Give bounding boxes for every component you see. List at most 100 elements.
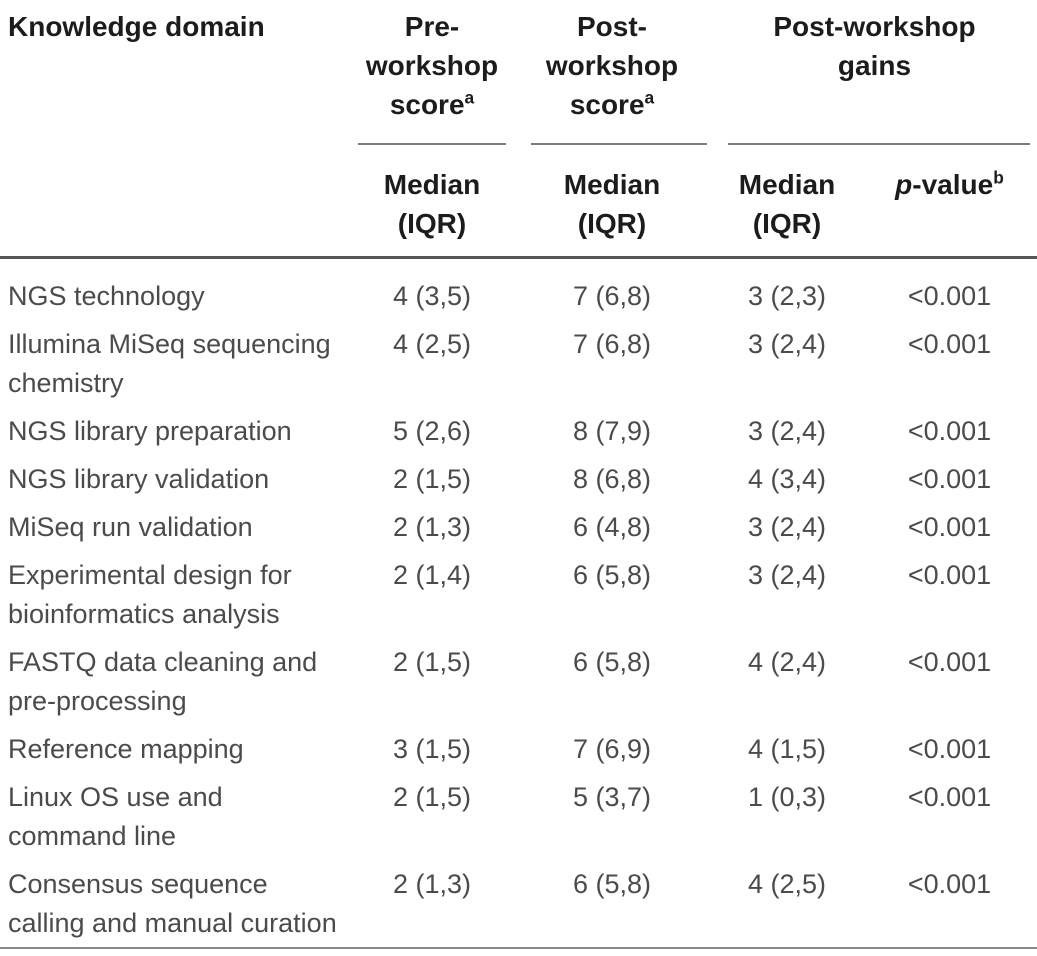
table-row: Illumina MiSeq sequencing chemistry 4 (2… xyxy=(0,320,1037,407)
gains-line2: gains xyxy=(837,50,912,81)
gain-cell: 1 (0,3) xyxy=(747,782,827,812)
gain-cell: 3 (2,4) xyxy=(747,512,827,542)
footnote-marker-a: a xyxy=(464,87,475,108)
domain-cell: Linux OS use and command line xyxy=(0,778,352,856)
iqr-label: (IQR) xyxy=(397,208,467,239)
p-value-cell: <0.001 xyxy=(907,416,992,446)
subheader-p-value: p-valueb xyxy=(862,165,1037,204)
iqr-label: (IQR) xyxy=(752,208,822,239)
table-row: NGS library preparation 5 (2,6) 8 (7,9) … xyxy=(0,407,1037,455)
p-value-cell: <0.001 xyxy=(907,464,992,494)
domain-line: NGS library preparation xyxy=(8,416,292,446)
col-header-post-workshop-score: Post- workshop scorea xyxy=(512,7,712,124)
table-body: NGS technology 4 (3,5) 7 (6,8) 3 (2,3) <… xyxy=(0,259,1037,947)
table-row: Consensus sequence calling and manual cu… xyxy=(0,860,1037,947)
gains-line1: Post-workshop xyxy=(773,11,976,42)
pre-score-cell: 2 (1,5) xyxy=(392,647,472,677)
iqr-label: (IQR) xyxy=(577,208,647,239)
subheader-gains-median: Median (IQR) xyxy=(712,165,862,243)
table-row: FASTQ data cleaning and pre-processing 2… xyxy=(0,638,1037,725)
domain-line: chemistry xyxy=(8,368,124,398)
gains-subheader-rule xyxy=(728,143,1030,145)
domain-cell: NGS library preparation xyxy=(0,412,352,451)
gain-cell: 3 (2,3) xyxy=(747,281,827,311)
post-score-cell: 6 (4,8) xyxy=(572,512,652,542)
domain-cell: Experimental design for bioinformatics a… xyxy=(0,556,352,634)
gain-cell: 4 (1,5) xyxy=(747,734,827,764)
footnote-marker-a: a xyxy=(644,87,655,108)
pre-score-cell: 2 (1,4) xyxy=(392,560,472,590)
pre-workshop-subheader-rule xyxy=(358,143,506,145)
gain-cell: 4 (2,4) xyxy=(747,647,827,677)
post-workshop-line1: Post- xyxy=(577,11,647,42)
pre-score-cell: 3 (1,5) xyxy=(392,734,472,764)
post-workshop-subheader-rule xyxy=(531,143,707,145)
p-value-cell: <0.001 xyxy=(907,782,992,812)
pre-score-cell: 2 (1,3) xyxy=(392,869,472,899)
median-label: Median xyxy=(383,169,481,200)
table-row: NGS library validation 2 (1,5) 8 (6,8) 4… xyxy=(0,455,1037,503)
domain-line: Reference mapping xyxy=(8,734,244,764)
subheader-post-median: Median (IQR) xyxy=(512,165,712,243)
pre-score-cell: 2 (1,5) xyxy=(392,782,472,812)
domain-line: Illumina MiSeq sequencing xyxy=(8,329,331,359)
post-workshop-score-word: score xyxy=(569,89,645,120)
p-value-label: p-valueb xyxy=(862,165,1037,204)
p-value-cell: <0.001 xyxy=(907,281,992,311)
domain-cell: NGS library validation xyxy=(0,460,352,499)
domain-cell: Illumina MiSeq sequencing chemistry xyxy=(0,325,352,403)
domain-cell: MiSeq run validation xyxy=(0,508,352,547)
pre-workshop-line3: scorea xyxy=(352,85,512,124)
domain-line: command line xyxy=(8,821,177,851)
table-row: NGS technology 4 (3,5) 7 (6,8) 3 (2,3) <… xyxy=(0,272,1037,320)
domain-line: Experimental design for xyxy=(8,560,292,590)
pre-score-cell: 5 (2,6) xyxy=(392,416,472,446)
subheader-rules xyxy=(0,124,1037,145)
p-value-cell: <0.001 xyxy=(907,734,992,764)
col-header-knowledge-domain: Knowledge domain xyxy=(8,11,265,42)
table-bottom-rule xyxy=(0,947,1037,949)
domain-line: NGS library validation xyxy=(8,464,270,494)
table-row: Linux OS use and command line 2 (1,5) 5 … xyxy=(0,773,1037,860)
domain-cell: NGS technology xyxy=(0,277,352,316)
domain-line: bioinformatics analysis xyxy=(8,599,280,629)
post-workshop-line3: scorea xyxy=(512,85,712,124)
table-row: MiSeq run validation 2 (1,3) 6 (4,8) 3 (… xyxy=(0,503,1037,551)
gain-cell: 3 (2,4) xyxy=(747,329,827,359)
post-score-cell: 7 (6,8) xyxy=(572,329,652,359)
pre-score-cell: 2 (1,3) xyxy=(392,512,472,542)
p-value-cell: <0.001 xyxy=(907,512,992,542)
pre-workshop-score-word: score xyxy=(389,89,465,120)
domain-line: Consensus sequence xyxy=(8,869,268,899)
col-header-post-workshop-gains: Post-workshop gains xyxy=(712,7,1037,85)
pre-workshop-line1: Pre- xyxy=(404,11,460,42)
post-workshop-line2: workshop xyxy=(545,50,679,81)
gain-cell: 3 (2,4) xyxy=(747,416,827,446)
col-header-pre-workshop-score: Pre- workshop scorea xyxy=(352,7,512,124)
gain-cell: 4 (2,5) xyxy=(747,869,827,899)
post-score-cell: 7 (6,8) xyxy=(572,281,652,311)
table-row: Reference mapping 3 (1,5) 7 (6,9) 4 (1,5… xyxy=(0,725,1037,773)
post-score-cell: 6 (5,8) xyxy=(572,869,652,899)
p-italic: p xyxy=(895,169,913,200)
pre-score-cell: 2 (1,5) xyxy=(392,464,472,494)
domain-line: MiSeq run validation xyxy=(8,512,253,542)
median-label: Median xyxy=(738,169,836,200)
table-row: Experimental design for bioinformatics a… xyxy=(0,551,1037,638)
post-score-cell: 8 (6,8) xyxy=(572,464,652,494)
p-value-cell: <0.001 xyxy=(907,329,992,359)
pre-score-cell: 4 (2,5) xyxy=(392,329,472,359)
domain-cell: Reference mapping xyxy=(0,730,352,769)
pre-workshop-line2: workshop xyxy=(365,50,499,81)
median-label: Median xyxy=(563,169,661,200)
table-header-groups: Knowledge domain Pre- workshop scorea Po… xyxy=(0,0,1037,124)
domain-line: NGS technology xyxy=(8,281,205,311)
domain-line: Linux OS use and xyxy=(8,782,223,812)
footnote-marker-b: b xyxy=(993,167,1004,188)
post-score-cell: 6 (5,8) xyxy=(572,560,652,590)
domain-line: FASTQ data cleaning and xyxy=(8,647,318,677)
p-value-cell: <0.001 xyxy=(907,869,992,899)
domain-cell: Consensus sequence calling and manual cu… xyxy=(0,865,352,943)
post-score-cell: 5 (3,7) xyxy=(572,782,652,812)
